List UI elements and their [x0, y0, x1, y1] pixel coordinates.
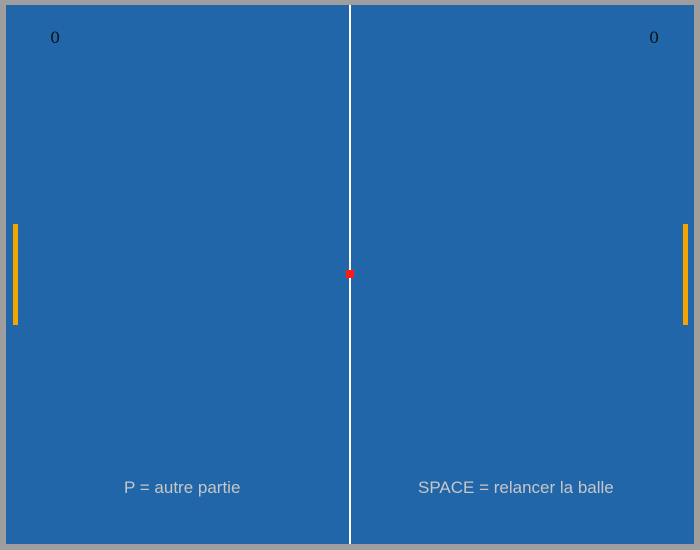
relaunch-ball-hint: SPACE = relancer la balle	[418, 477, 614, 499]
pong-court[interactable]: 0 0 P = autre partie SPACE = relancer la…	[6, 5, 694, 544]
ball	[346, 270, 354, 278]
right-paddle[interactable]	[683, 224, 688, 325]
left-paddle[interactable]	[13, 224, 18, 325]
right-player-score: 0	[649, 28, 659, 48]
new-game-hint: P = autre partie	[124, 477, 240, 499]
left-player-score: 0	[50, 28, 60, 48]
